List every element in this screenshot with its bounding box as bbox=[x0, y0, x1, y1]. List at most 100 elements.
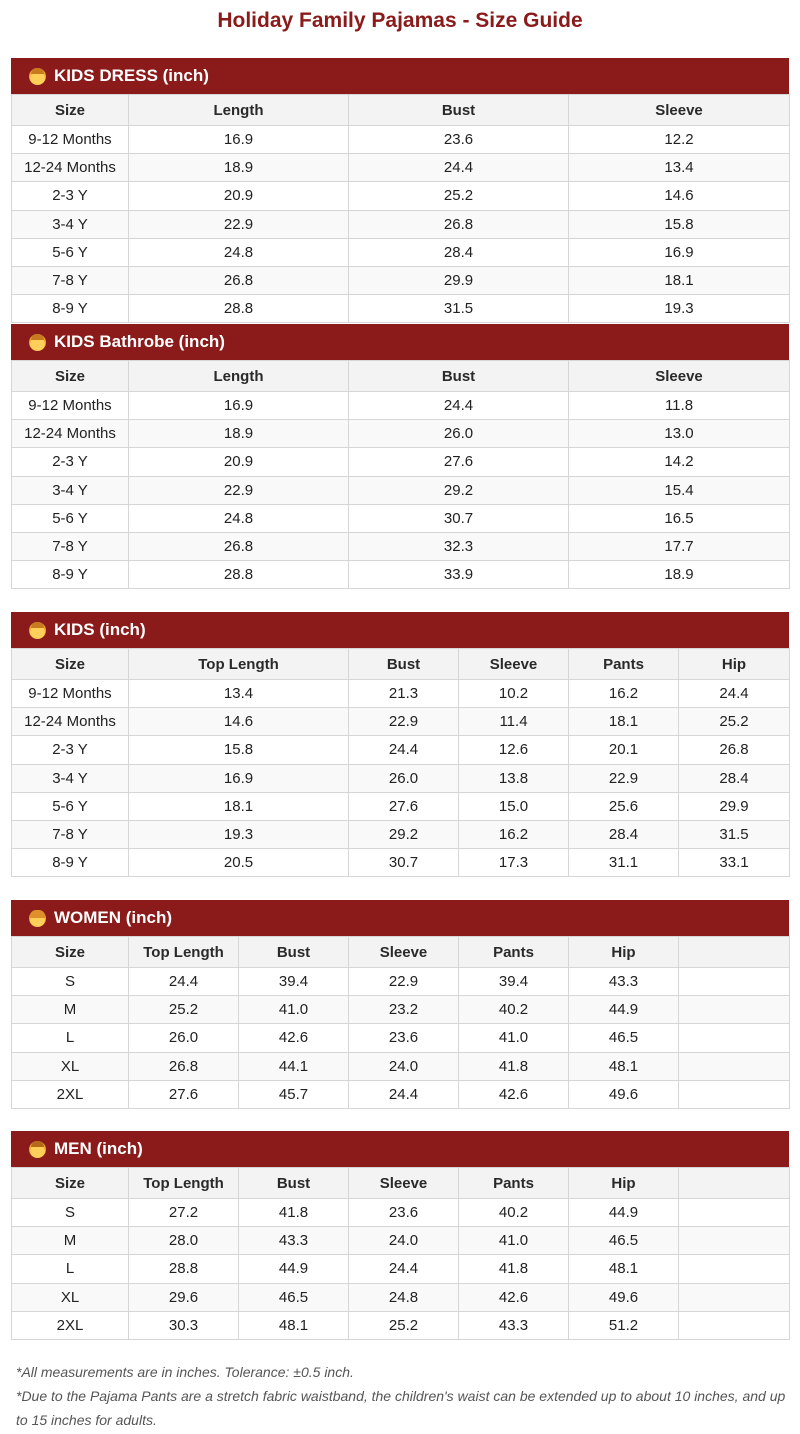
table-cell: 7-8 Y bbox=[11, 531, 129, 562]
table-cell bbox=[678, 1226, 790, 1256]
column-header: Bust bbox=[238, 1167, 349, 1199]
table-cell: 22.9 bbox=[348, 707, 459, 737]
table-cell: 41.8 bbox=[238, 1197, 349, 1228]
table-cell: 12-24 Months bbox=[11, 419, 129, 449]
table-row: S 24.4 39.4 22.9 39.4 43.3 bbox=[11, 966, 790, 997]
table-cell: 24.0 bbox=[348, 1226, 459, 1256]
woman-face-icon bbox=[29, 909, 46, 927]
section-title: KIDS (inch) bbox=[54, 620, 146, 639]
column-header: Top Length bbox=[128, 648, 349, 680]
table-cell: 23.6 bbox=[348, 124, 569, 155]
column-header: Bust bbox=[348, 94, 569, 126]
table-cell: 5-6 Y bbox=[11, 237, 129, 267]
table-row: 8-9 Y 20.5 30.7 17.3 31.1 33.1 bbox=[11, 848, 790, 878]
column-header: Sleeve bbox=[568, 94, 790, 126]
table-cell: 46.5 bbox=[568, 1226, 679, 1256]
table-cell: 45.7 bbox=[238, 1079, 349, 1109]
table-cell: L bbox=[11, 1023, 129, 1053]
table-cell bbox=[678, 1310, 790, 1340]
column-header: Hip bbox=[568, 936, 679, 968]
column-header: Pants bbox=[458, 936, 569, 968]
column-header: Top Length bbox=[128, 1167, 239, 1199]
child-face-icon bbox=[29, 333, 46, 351]
table-cell: 46.5 bbox=[238, 1282, 349, 1312]
table-cell: 44.9 bbox=[238, 1254, 349, 1284]
section-title: WOMEN (inch) bbox=[54, 908, 173, 927]
table-cell: 17.3 bbox=[458, 848, 569, 878]
column-header: Hip bbox=[568, 1167, 679, 1199]
table-cell: 28.4 bbox=[348, 237, 569, 267]
section-header: MEN (inch) bbox=[11, 1131, 789, 1167]
table-row: 9-12 Months 13.4 21.3 10.2 16.2 24.4 bbox=[11, 678, 790, 709]
table-cell: 26.8 bbox=[128, 265, 349, 296]
table-cell bbox=[678, 1079, 790, 1109]
table-cell: 26.0 bbox=[348, 419, 569, 449]
table-cell: 24.4 bbox=[348, 390, 569, 421]
table-cell: 3-4 Y bbox=[11, 209, 129, 239]
table-cell: 5-6 Y bbox=[11, 503, 129, 533]
table-cell: 29.2 bbox=[348, 475, 569, 505]
table-cell: 13.8 bbox=[458, 763, 569, 793]
column-header: Bust bbox=[348, 648, 459, 680]
table-cell: 28.4 bbox=[568, 819, 679, 850]
footnotes: *All measurements are in inches. Toleran… bbox=[16, 1360, 786, 1432]
table-cell: 28.8 bbox=[128, 560, 349, 590]
table-cell: M bbox=[11, 995, 129, 1025]
table-cell: 18.9 bbox=[128, 419, 349, 449]
table-cell: 18.9 bbox=[568, 560, 790, 590]
table-cell: 48.1 bbox=[568, 1254, 679, 1284]
section-title: KIDS DRESS (inch) bbox=[54, 66, 209, 85]
section-title: KIDS Bathrobe (inch) bbox=[54, 332, 225, 351]
table-cell: XL bbox=[11, 1051, 129, 1081]
table-row: 7-8 Y 19.3 29.2 16.2 28.4 31.5 bbox=[11, 819, 790, 850]
table-cell: 30.7 bbox=[348, 503, 569, 533]
table-row: M 28.0 43.3 24.0 41.0 46.5 bbox=[11, 1226, 790, 1256]
table-cell bbox=[678, 966, 790, 997]
table-cell: 15.8 bbox=[128, 735, 349, 765]
table-row: 3-4 Y 16.9 26.0 13.8 22.9 28.4 bbox=[11, 763, 790, 793]
table-cell: 20.9 bbox=[128, 181, 349, 211]
table-cell: 5-6 Y bbox=[11, 791, 129, 821]
table-cell: 26.8 bbox=[348, 209, 569, 239]
table-cell: 43.3 bbox=[238, 1226, 349, 1256]
table-cell: 21.3 bbox=[348, 678, 459, 709]
table-row: 2XL 30.3 48.1 25.2 43.3 51.2 bbox=[11, 1310, 790, 1340]
table-cell: 19.3 bbox=[568, 294, 790, 324]
table-row: 8-9 Y 28.8 33.9 18.9 bbox=[11, 560, 790, 590]
table-cell: 49.6 bbox=[568, 1079, 679, 1109]
table-cell: 41.8 bbox=[458, 1254, 569, 1284]
table-cell: XL bbox=[11, 1282, 129, 1312]
table-cell: 2-3 Y bbox=[11, 447, 129, 477]
table-cell: 18.1 bbox=[128, 791, 349, 821]
section-header: KIDS DRESS (inch) bbox=[11, 58, 789, 94]
table-row: 8-9 Y 28.8 31.5 19.3 bbox=[11, 294, 790, 324]
table-cell: 24.4 bbox=[128, 966, 239, 997]
column-header: Size bbox=[11, 1167, 129, 1199]
table-cell: 2XL bbox=[11, 1079, 129, 1109]
column-header bbox=[678, 1167, 790, 1199]
table-cell bbox=[678, 1023, 790, 1053]
table-row: S 27.2 41.8 23.6 40.2 44.9 bbox=[11, 1197, 790, 1228]
section-kids: KIDS (inch) Size Top Length Bust Sleeve … bbox=[11, 612, 790, 878]
table-cell: 15.0 bbox=[458, 791, 569, 821]
table-cell: 22.9 bbox=[568, 763, 679, 793]
table-cell: 33.9 bbox=[348, 560, 569, 590]
table-row: 9-12 Months 16.9 24.4 11.8 bbox=[11, 390, 790, 421]
footnote-waistband: *Due to the Pajama Pants are a stretch f… bbox=[16, 1388, 786, 1428]
table-cell: 11.8 bbox=[568, 390, 790, 421]
table-row: M 25.2 41.0 23.2 40.2 44.9 bbox=[11, 995, 790, 1025]
boy-face-icon bbox=[29, 621, 46, 639]
table-cell: 16.9 bbox=[128, 763, 349, 793]
table-cell: 12-24 Months bbox=[11, 707, 129, 737]
table-cell: 2-3 Y bbox=[11, 181, 129, 211]
column-header bbox=[678, 936, 790, 968]
section-kids-dress: KIDS DRESS (inch) Size Length Bust Sleev… bbox=[11, 58, 790, 324]
table-cell: 23.6 bbox=[348, 1197, 459, 1228]
table-cell: 48.1 bbox=[568, 1051, 679, 1081]
column-header: Size bbox=[11, 936, 129, 968]
size-table: Size Top Length Bust Sleeve Pants Hip 9-… bbox=[11, 648, 790, 878]
table-row: 3-4 Y 22.9 29.2 15.4 bbox=[11, 475, 790, 505]
table-row: L 28.8 44.9 24.4 41.8 48.1 bbox=[11, 1254, 790, 1284]
table-cell: 51.2 bbox=[568, 1310, 679, 1340]
